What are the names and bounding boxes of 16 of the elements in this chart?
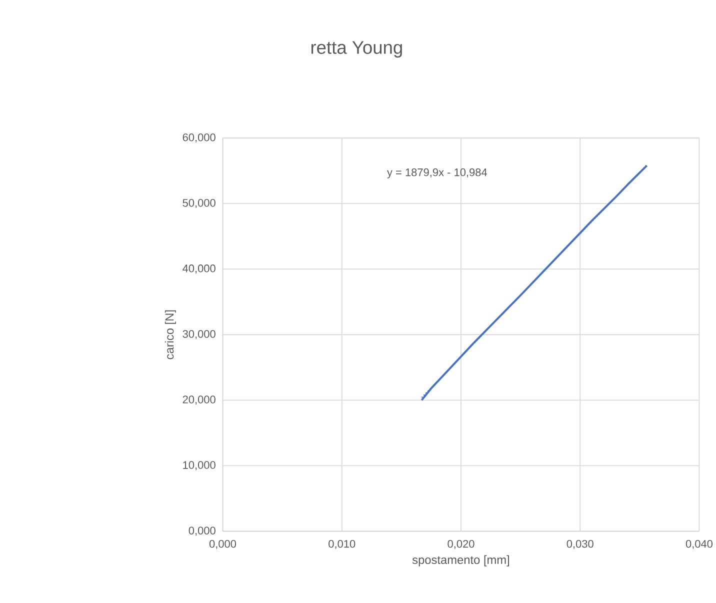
x-axis-title: spostamento [mm] bbox=[412, 555, 510, 567]
x-tick-label: 0,020 bbox=[448, 540, 474, 550]
y-tick-label: 40,000 bbox=[182, 264, 216, 274]
x-tick-label: 0,010 bbox=[328, 540, 356, 550]
chart-title: retta Young bbox=[311, 41, 402, 58]
y-tick-label: 60,000 bbox=[182, 134, 216, 143]
y-axis-title: carico [N] bbox=[164, 310, 176, 360]
annotation: y = 1879,9x - 10,984 bbox=[387, 168, 488, 179]
x-tick-label: 0,040 bbox=[686, 540, 713, 550]
y-tick-label: 0,000 bbox=[188, 526, 216, 536]
y-tick-label: 20,000 bbox=[182, 396, 216, 405]
y-tick-label: 30,000 bbox=[182, 330, 216, 340]
x-tick-label: 0,000 bbox=[209, 540, 236, 550]
y-tick-label: 10,000 bbox=[183, 461, 216, 470]
y-tick-label: 50,000 bbox=[182, 199, 216, 208]
x-tick-label: 0,030 bbox=[566, 540, 594, 550]
